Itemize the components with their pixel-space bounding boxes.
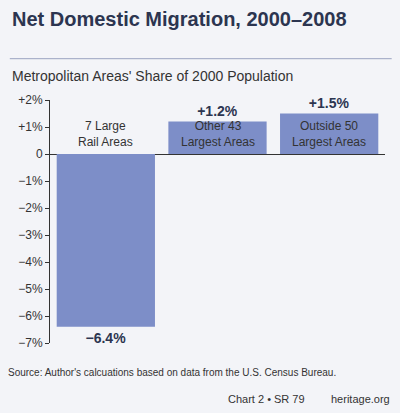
svg-text:−3%: −3%: [18, 228, 43, 242]
svg-text:−6%: −6%: [18, 309, 43, 323]
svg-text:7 LargeRail Areas: 7 LargeRail Areas: [78, 119, 133, 149]
svg-text:Source: Author's calcuations b: Source: Author's calcuations based on da…: [8, 367, 336, 378]
svg-text:Chart 2 • SR 79: Chart 2 • SR 79: [228, 393, 305, 405]
svg-text:−1%: −1%: [18, 174, 43, 188]
svg-text:+2%: +2%: [18, 93, 43, 107]
svg-text:−6.4%: −6.4%: [86, 330, 127, 346]
svg-text:heritage.org: heritage.org: [331, 393, 390, 405]
svg-text:−4%: −4%: [18, 255, 43, 269]
svg-text:Metropolitan Areas' Share of 2: Metropolitan Areas' Share of 2000 Popula…: [12, 68, 293, 84]
svg-text:−5%: −5%: [18, 282, 43, 296]
svg-text:+1.5%: +1.5%: [309, 95, 350, 111]
svg-text:−2%: −2%: [18, 201, 43, 215]
svg-text:Outside 50Largest Areas: Outside 50Largest Areas: [292, 119, 366, 149]
svg-text:Net Domestic Migration, 2000–2: Net Domestic Migration, 2000–2008: [12, 8, 347, 30]
svg-text:−7%: −7%: [18, 336, 43, 350]
svg-text:0: 0: [36, 147, 43, 161]
svg-text:+1.2%: +1.2%: [197, 103, 238, 119]
svg-text:Other 43Largest Areas: Other 43Largest Areas: [181, 119, 255, 149]
svg-text:+1%: +1%: [18, 120, 43, 134]
